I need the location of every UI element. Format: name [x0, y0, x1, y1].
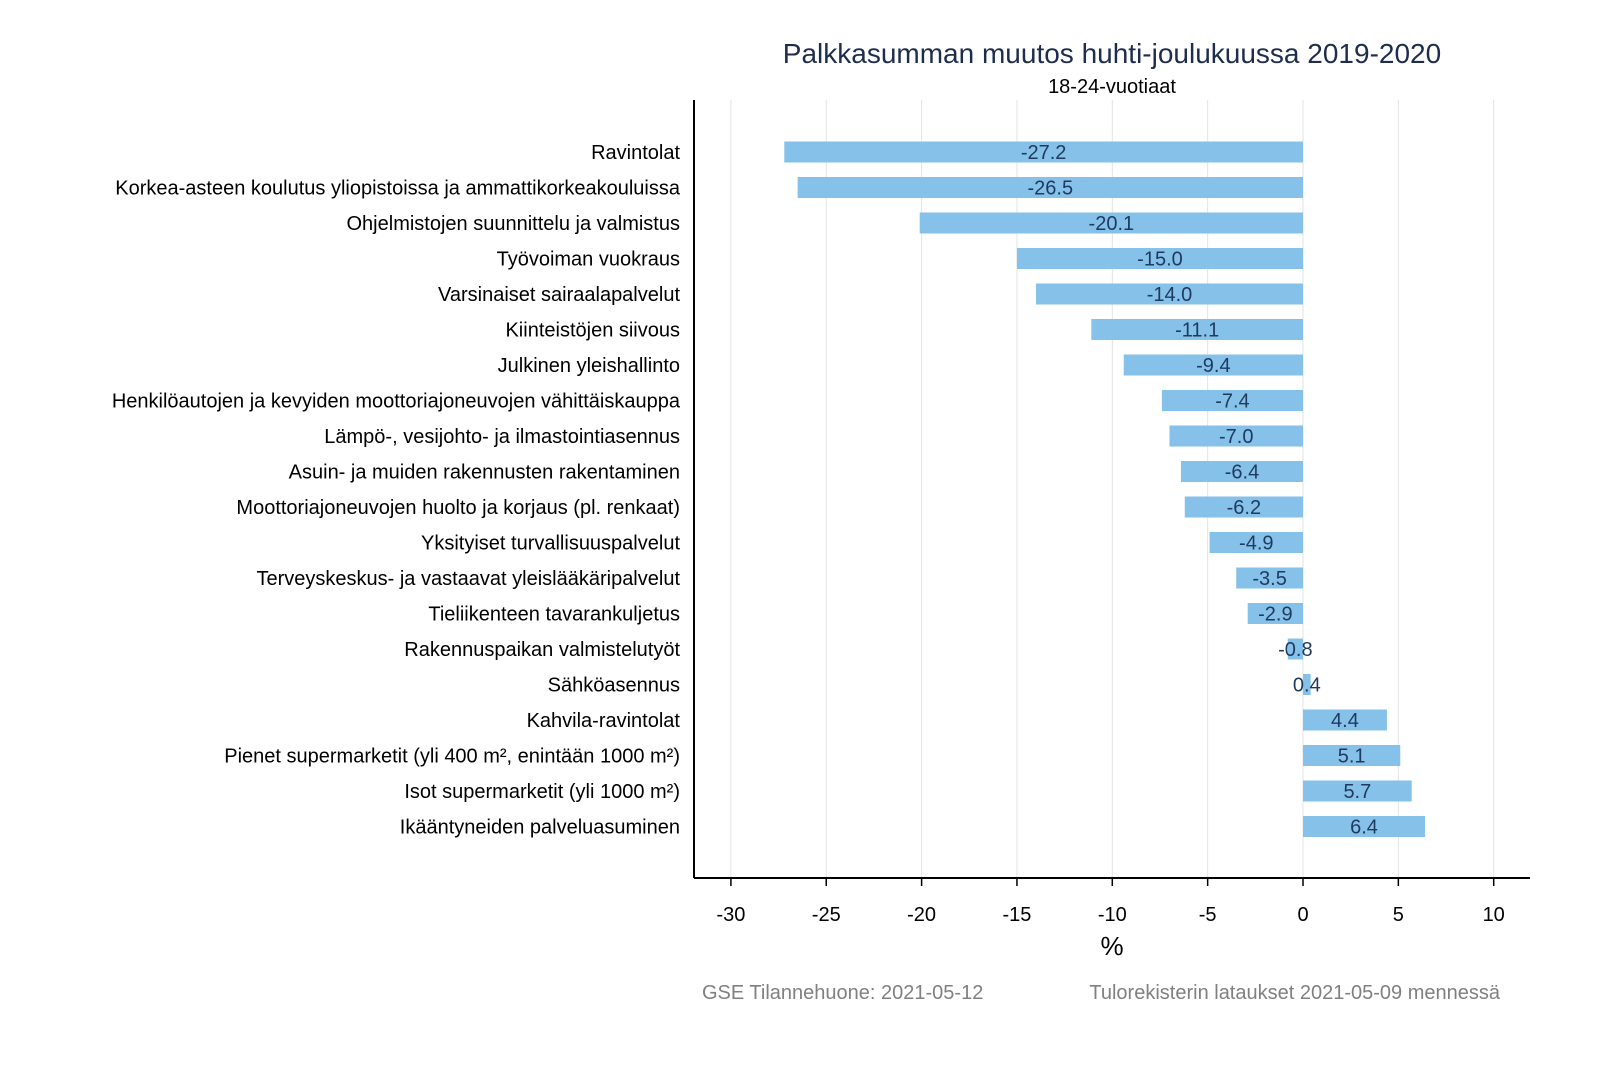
- bar: [1303, 745, 1401, 766]
- category-label: Varsinaiset sairaalapalvelut: [438, 284, 680, 306]
- bar: [1161, 390, 1303, 411]
- bar: [1091, 319, 1303, 340]
- bar: [1247, 603, 1303, 624]
- footer-left: GSE Tilannehuone: 2021-05-12: [702, 982, 983, 1004]
- category-label: Lämpö-, vesijohto- ja ilmastointiasennus: [324, 426, 680, 448]
- bar-value-label: -7.4: [1215, 391, 1249, 413]
- bar: [1123, 354, 1303, 376]
- category-label: Asuin- ja muiden rakennusten rakentamine…: [289, 462, 680, 484]
- bar: [1287, 638, 1303, 660]
- bar: [1303, 709, 1387, 731]
- bar: [1184, 496, 1303, 518]
- bar: [1209, 532, 1303, 553]
- bar-value-label: -11.1: [1175, 320, 1219, 342]
- category-label: Terveyskeskus- ja vastaavat yleislääkäri…: [256, 568, 680, 590]
- bar: [797, 177, 1303, 198]
- bar: [1169, 425, 1303, 447]
- bar-value-label: 5.7: [1343, 781, 1371, 803]
- x-tick-label: -15: [1002, 904, 1031, 926]
- bar-value-label: 4.4: [1331, 710, 1359, 732]
- bar-value-label: -6.2: [1227, 497, 1261, 519]
- bar: [919, 212, 1303, 234]
- category-label: Moottoriajoneuvojen huolto ja korjaus (p…: [236, 497, 680, 519]
- x-tick-label: -5: [1199, 904, 1217, 926]
- bar-value-label: 0.4: [1293, 675, 1321, 697]
- category-label: Isot supermarketit (yli 1000 m²): [404, 781, 680, 803]
- bar-value-label: 5.1: [1338, 746, 1366, 768]
- bar-value-label: -27.2: [1021, 142, 1067, 164]
- category-label: Yksityiset turvallisuuspalvelut: [421, 533, 680, 555]
- bar: [784, 141, 1303, 163]
- category-label: Ravintolat: [591, 142, 680, 164]
- bar-value-label: -15.0: [1137, 249, 1183, 271]
- category-label: Pienet supermarketit (yli 400 m², enintä…: [224, 746, 680, 768]
- bar: [1236, 567, 1303, 589]
- category-label: Ikääntyneiden palveluasuminen: [400, 817, 680, 839]
- bar-value-label: -3.5: [1252, 568, 1286, 590]
- x-axis-label: %: [1100, 931, 1123, 961]
- bar: [1016, 248, 1303, 269]
- bar-value-label: -20.1: [1089, 213, 1135, 235]
- x-tick-label: -25: [812, 904, 841, 926]
- bar-value-label: -2.9: [1258, 604, 1292, 626]
- bar-value-label: -7.0: [1219, 426, 1253, 448]
- category-label: Kiinteistöjen siivous: [505, 320, 680, 342]
- category-label: Henkilöautojen ja kevyiden moottoriajone…: [112, 391, 681, 413]
- bar: [1303, 816, 1426, 837]
- bar-value-label: -4.9: [1239, 533, 1273, 555]
- category-label: Kahvila-ravintolat: [527, 710, 681, 732]
- x-tick-label: 5: [1393, 904, 1404, 926]
- bar-value-label: -6.4: [1225, 462, 1259, 484]
- bar: [1180, 461, 1303, 482]
- category-label: Rakennuspaikan valmistelutyöt: [404, 639, 680, 661]
- category-label: Julkinen yleishallinto: [498, 355, 680, 377]
- category-label: Korkea-asteen koulutus yliopistoissa ja …: [115, 178, 681, 200]
- x-tick-label: -30: [716, 904, 745, 926]
- category-label: Työvoiman vuokraus: [497, 249, 680, 271]
- bar-value-label: 6.4: [1350, 817, 1378, 839]
- footer-right: Tulorekisterin lataukset 2021-05-09 menn…: [1089, 982, 1500, 1004]
- bar-value-label: -26.5: [1028, 178, 1074, 200]
- chart-subtitle: 18-24-vuotiaat: [1048, 76, 1176, 98]
- category-label: Sähköasennus: [548, 675, 680, 697]
- bar: [1303, 674, 1311, 695]
- bar: [1303, 780, 1412, 802]
- x-tick-label: 0: [1297, 904, 1308, 926]
- chart-title: Palkkasumman muutos huhti-joulukuussa 20…: [783, 38, 1441, 69]
- x-tick-label: -20: [907, 904, 936, 926]
- x-tick-label: -10: [1098, 904, 1127, 926]
- bar-value-label: -14.0: [1147, 284, 1193, 306]
- x-tick-label: 10: [1483, 904, 1505, 926]
- bar-value-label: -0.8: [1278, 639, 1312, 661]
- category-label: Tieliikenteen tavarankuljetus: [428, 604, 680, 626]
- bar-value-label: -9.4: [1196, 355, 1230, 377]
- bar: [1036, 283, 1303, 305]
- category-label: Ohjelmistojen suunnittelu ja valmistus: [347, 213, 681, 235]
